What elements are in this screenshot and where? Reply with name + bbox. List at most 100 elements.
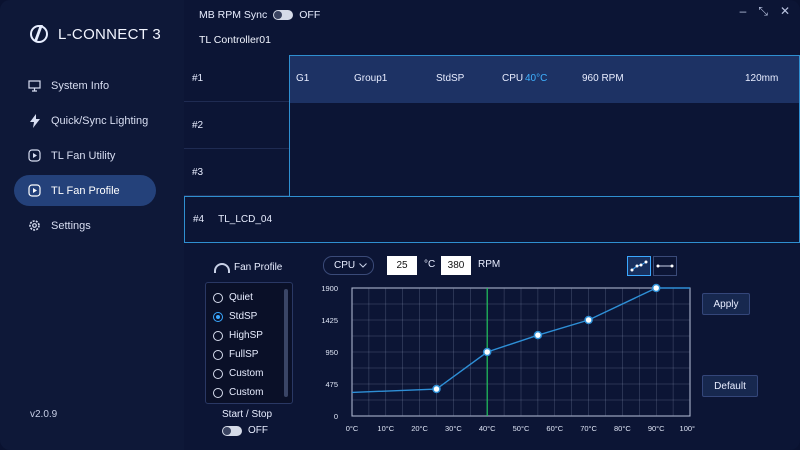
ports-section: #1 #2 #3 G1 Group1 StdSP CPU 40°C 960 RP… — [184, 55, 800, 243]
fan-group-row[interactable]: G1 Group1 StdSP CPU 40°C 960 RPM 120mm — [290, 56, 799, 103]
sidebar-item-quick-sync-lighting[interactable]: Quick/Sync Lighting — [14, 105, 156, 136]
radio-button[interactable] — [213, 292, 223, 303]
close-button[interactable]: ✕ — [779, 4, 790, 18]
profile-option-label: HighSP — [229, 330, 263, 341]
y-tick-label: 1425 — [321, 316, 338, 325]
chevron-down-icon — [359, 260, 367, 271]
mb-rpm-sync: MB RPM Sync OFF — [199, 9, 320, 21]
app-logo: L-CONNECT 3 — [30, 25, 161, 43]
curve-point[interactable] — [584, 315, 593, 325]
x-tick-label: 10°C — [377, 424, 394, 433]
sidebar-item-system-info[interactable]: System Info — [14, 70, 156, 101]
port-tab-4[interactable]: #4 TL_LCD_04 — [184, 196, 800, 243]
app-title: L-CONNECT 3 — [58, 25, 162, 43]
sidebar-item-label: TL Fan Profile — [51, 184, 120, 197]
temp-unit: °C — [424, 259, 436, 270]
rpm-input[interactable]: 380 — [441, 256, 471, 275]
start-stop-control: OFF — [222, 425, 268, 436]
fan-rpm: 960 RPM — [582, 73, 624, 84]
curve-point[interactable] — [482, 347, 492, 357]
sidebar-item-tl-fan-profile[interactable]: TL Fan Profile — [14, 175, 156, 206]
start-stop-label: Start / Stop — [222, 409, 273, 420]
x-tick-label: 60°C — [546, 424, 563, 433]
start-stop-toggle[interactable] — [222, 425, 242, 436]
temp-value: 40°C — [525, 73, 548, 84]
fan-profile-name: StdSP — [436, 73, 465, 84]
profile-option-stdsp[interactable]: StdSP — [206, 307, 292, 326]
x-tick-label: 100°C — [680, 424, 695, 433]
profile-option-custom-1[interactable]: Custom — [206, 364, 292, 383]
port-tab-2[interactable]: #2 — [184, 102, 290, 149]
radio-button[interactable] — [213, 368, 223, 379]
profile-option-quiet[interactable]: Quiet — [206, 288, 292, 307]
profile-option-label: Custom — [229, 387, 264, 398]
radio-button[interactable] — [213, 387, 223, 398]
x-tick-label: 20°C — [411, 424, 428, 433]
profile-option-fullsp[interactable]: FullSP — [206, 345, 292, 364]
x-tick-label: 30°C — [445, 424, 462, 433]
gauge-icon — [214, 262, 230, 273]
sidebar-item-tl-fan-utility[interactable]: TL Fan Utility — [14, 140, 156, 171]
profile-option-label: FullSP — [229, 349, 259, 360]
fan-group-id: G1 — [296, 73, 310, 84]
profile-option-custom-2[interactable]: Custom — [206, 383, 292, 402]
curve-mode-icon — [630, 260, 648, 272]
port-id: #4 — [193, 214, 205, 225]
play-circle-icon — [28, 184, 41, 197]
port-tabs: #1 #2 #3 — [184, 55, 290, 196]
sidebar-item-label: Settings — [51, 219, 91, 232]
start-stop-state: OFF — [248, 425, 268, 436]
sidebar-item-label: Quick/Sync Lighting — [51, 114, 149, 127]
fan-size: 120mm — [745, 73, 779, 84]
restore-button[interactable]: ⤡ — [758, 4, 768, 18]
x-tick-label: 70°C — [580, 424, 597, 433]
port-tab-1[interactable]: #1 — [184, 55, 290, 102]
temp-source-value: CPU — [334, 260, 356, 271]
curve-point[interactable] — [432, 384, 441, 394]
port-tab-3[interactable]: #3 — [184, 149, 290, 196]
y-tick-label: 0 — [334, 412, 338, 421]
x-tick-label: 0°C — [346, 424, 359, 433]
mb-rpm-sync-toggle[interactable] — [273, 10, 294, 20]
mb-rpm-sync-label: MB RPM Sync — [199, 9, 268, 21]
app-version: v2.0.9 — [30, 409, 58, 420]
sidebar-item-settings[interactable]: Settings — [14, 210, 156, 241]
fan-curve-chart[interactable]: 0°C 10°C 20°C 30°C 40°C 50°C 60°C 70°C 80°C 90°C 1… — [315, 280, 695, 440]
mb-rpm-sync-state: OFF — [299, 9, 321, 21]
fixed-mode-button[interactable] — [653, 256, 677, 276]
top-bar: MB RPM Sync OFF TL Controller01 – ⤡ ✕ — [184, 0, 800, 52]
fan-profile-header: Fan Profile — [214, 262, 282, 273]
radio-button[interactable] — [213, 330, 223, 341]
apply-button[interactable]: Apply — [702, 293, 750, 315]
profile-option-label: Quiet — [229, 292, 253, 303]
radio-button[interactable] — [213, 349, 223, 360]
x-tick-label: 50°C — [513, 424, 530, 433]
profile-option-label: Custom — [229, 368, 264, 379]
temp-input[interactable]: 25 — [387, 256, 417, 275]
profile-option-label: StdSP — [229, 311, 258, 322]
x-tick-label: 90°C — [648, 424, 665, 433]
profile-option-highsp[interactable]: HighSP — [206, 326, 292, 345]
profile-list-scrollbar[interactable] — [284, 289, 288, 397]
minimize-button[interactable]: – — [739, 4, 747, 18]
curve-point[interactable] — [533, 330, 543, 340]
default-button[interactable]: Default — [702, 375, 758, 397]
temp-source: CPU — [502, 73, 524, 84]
fan-profile-list: Quiet StdSP HighSP FullSP Custom Custom — [205, 282, 293, 404]
sidebar: L-CONNECT 3 System Info Quick/Sync Light… — [0, 0, 184, 450]
fan-profile-title: Fan Profile — [234, 262, 283, 273]
rpm-unit: RPM — [478, 259, 501, 270]
sidebar-item-label: TL Fan Utility — [51, 149, 116, 162]
x-tick-label: 80°C — [614, 424, 631, 433]
temp-source-select[interactable]: CPU — [323, 256, 374, 275]
curve-point[interactable] — [651, 283, 661, 293]
sidebar-item-label: System Info — [51, 79, 110, 92]
y-tick-label: 475 — [325, 380, 338, 389]
monitor-icon — [28, 79, 41, 92]
curve-mode-button[interactable] — [627, 256, 651, 276]
play-circle-icon — [28, 149, 41, 162]
y-tick-label: 1900 — [321, 284, 338, 293]
port-device-name: TL_LCD_04 — [218, 214, 273, 225]
radio-button-selected[interactable] — [213, 311, 223, 322]
